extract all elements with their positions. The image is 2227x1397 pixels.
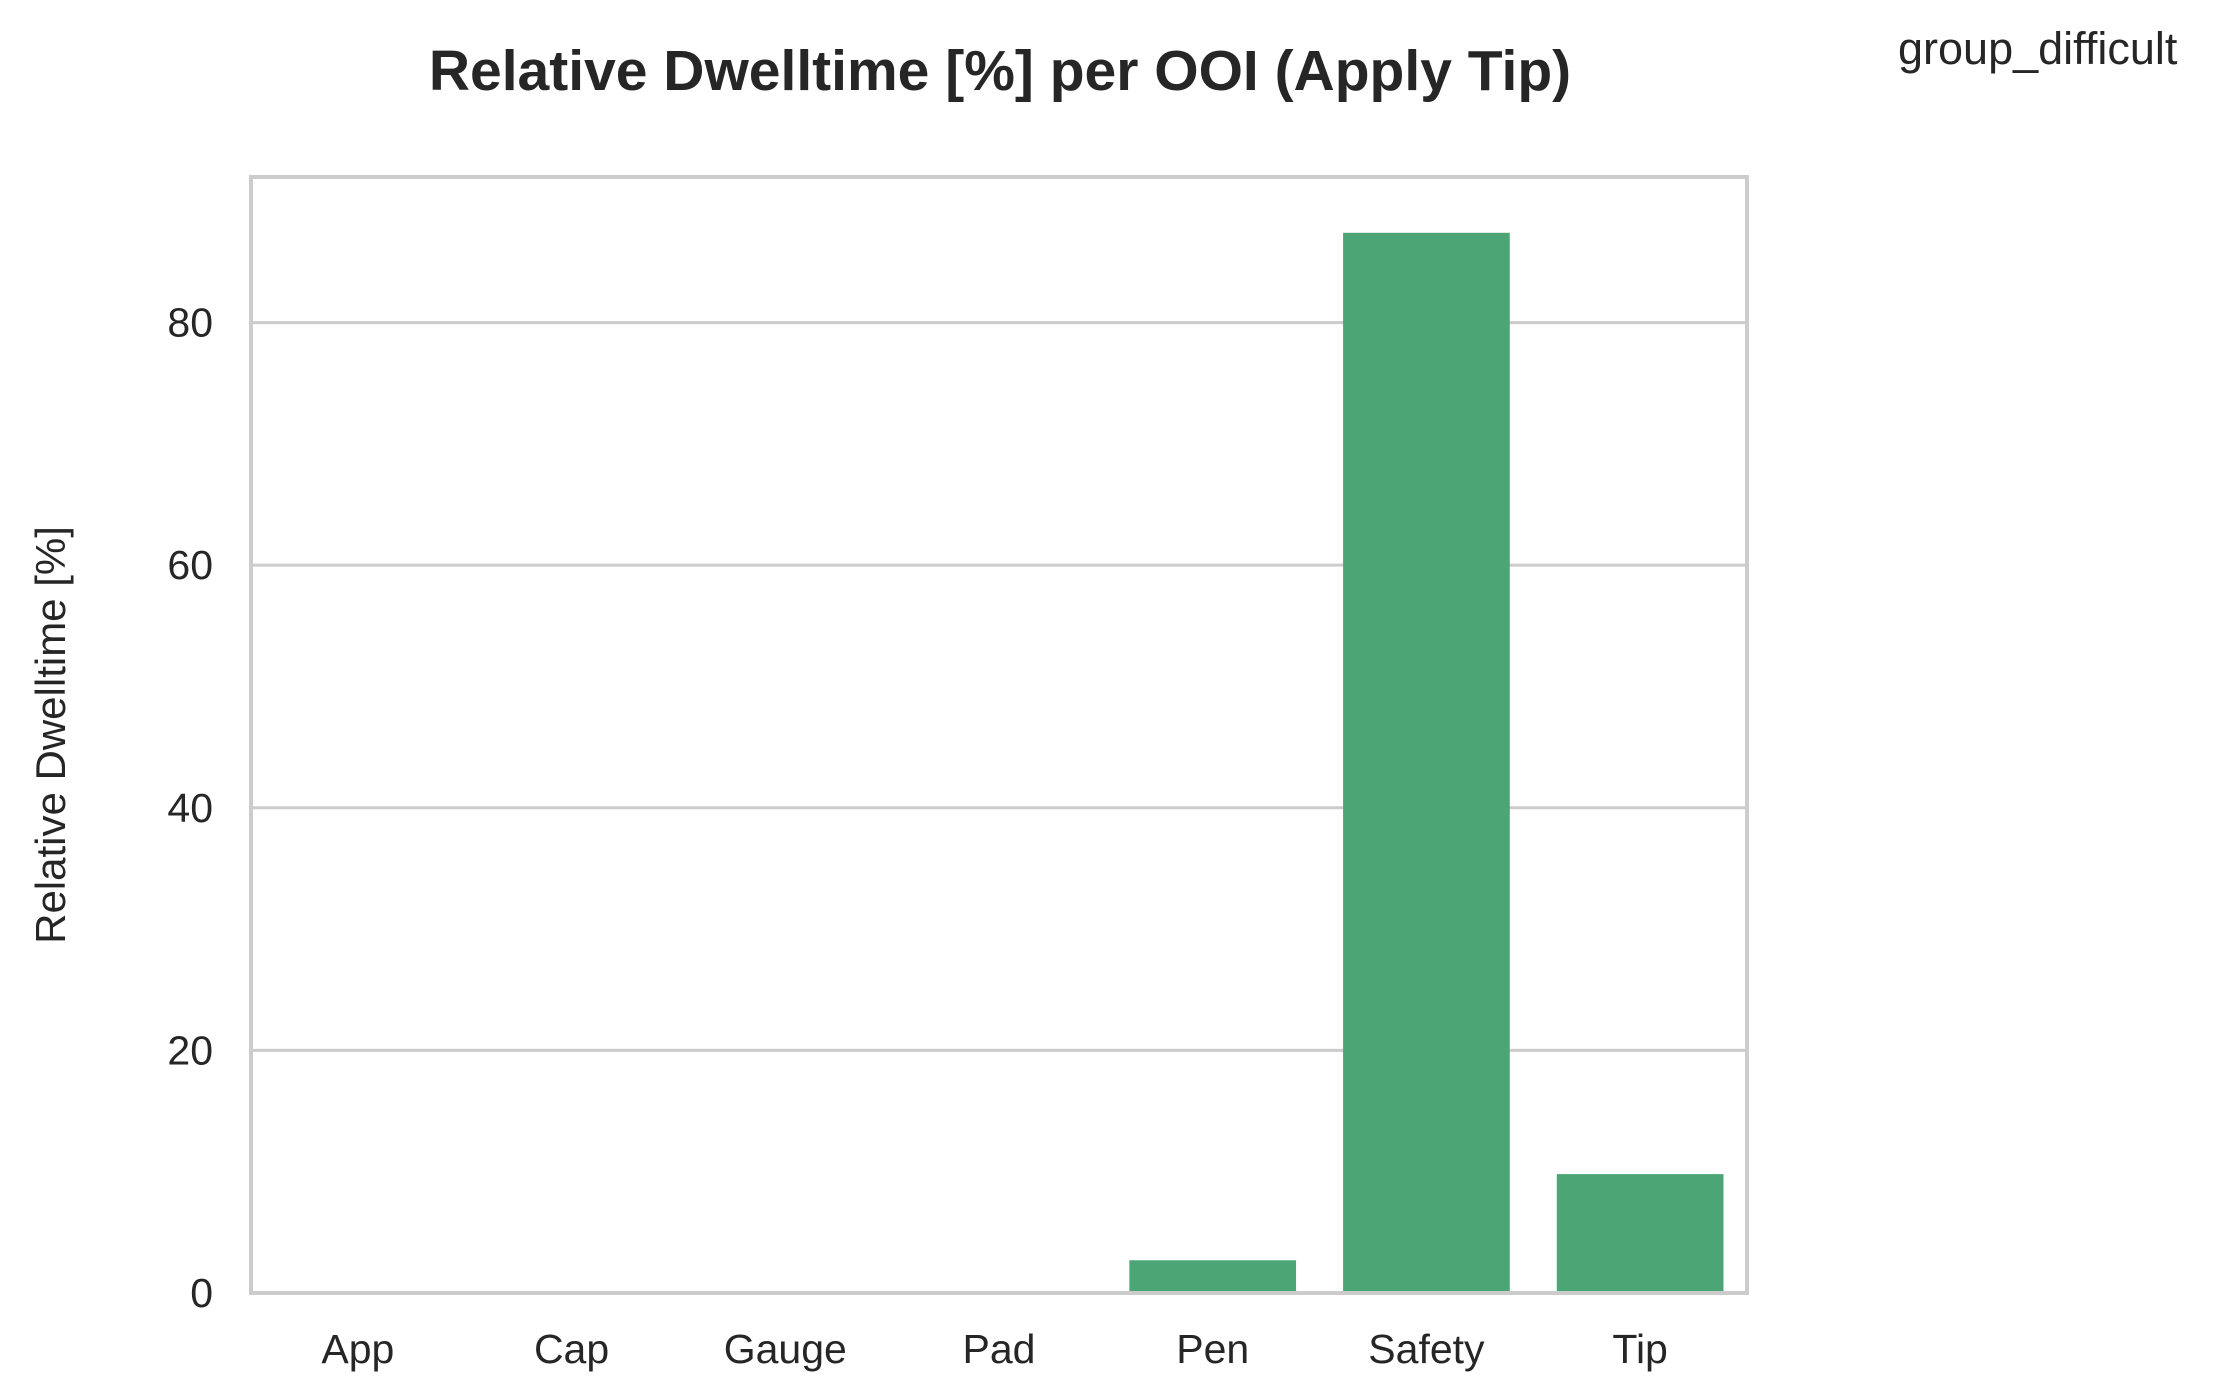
y-tick-labels: 0 20 40 60 80 [167, 300, 213, 1316]
x-tick-label-pen: Pen [1176, 1326, 1249, 1372]
plot-frame [249, 175, 1749, 1295]
y-tick-label: 40 [167, 785, 213, 831]
bars [1129, 232, 1724, 1293]
y-tick-label: 20 [167, 1027, 213, 1073]
x-tick-label-app: App [321, 1326, 394, 1372]
x-tick-label-cap: Cap [534, 1326, 609, 1372]
y-axis-label: Relative Dwelltime [%] [27, 526, 74, 944]
legend-title: group_difficult [1898, 23, 2178, 74]
x-tick-label-safety: Safety [1368, 1326, 1485, 1372]
y-tick-label: 0 [190, 1270, 213, 1316]
x-tick-labels: App Cap Gauge Pad Pen Safety Tip [321, 1326, 1667, 1372]
bar-tip [1556, 1174, 1724, 1293]
bar-pen [1129, 1260, 1297, 1293]
bar-safety [1343, 232, 1510, 1293]
x-tick-label-pad: Pad [963, 1326, 1036, 1372]
y-tick-label: 60 [167, 542, 213, 588]
chart-title: Relative Dwelltime [%] per OOI (Apply Ti… [429, 39, 1571, 103]
gridlines [251, 321, 1747, 1052]
y-tick-label: 80 [167, 300, 213, 346]
x-tick-label-gauge: Gauge [724, 1326, 847, 1372]
x-tick-label-tip: Tip [1612, 1326, 1667, 1372]
